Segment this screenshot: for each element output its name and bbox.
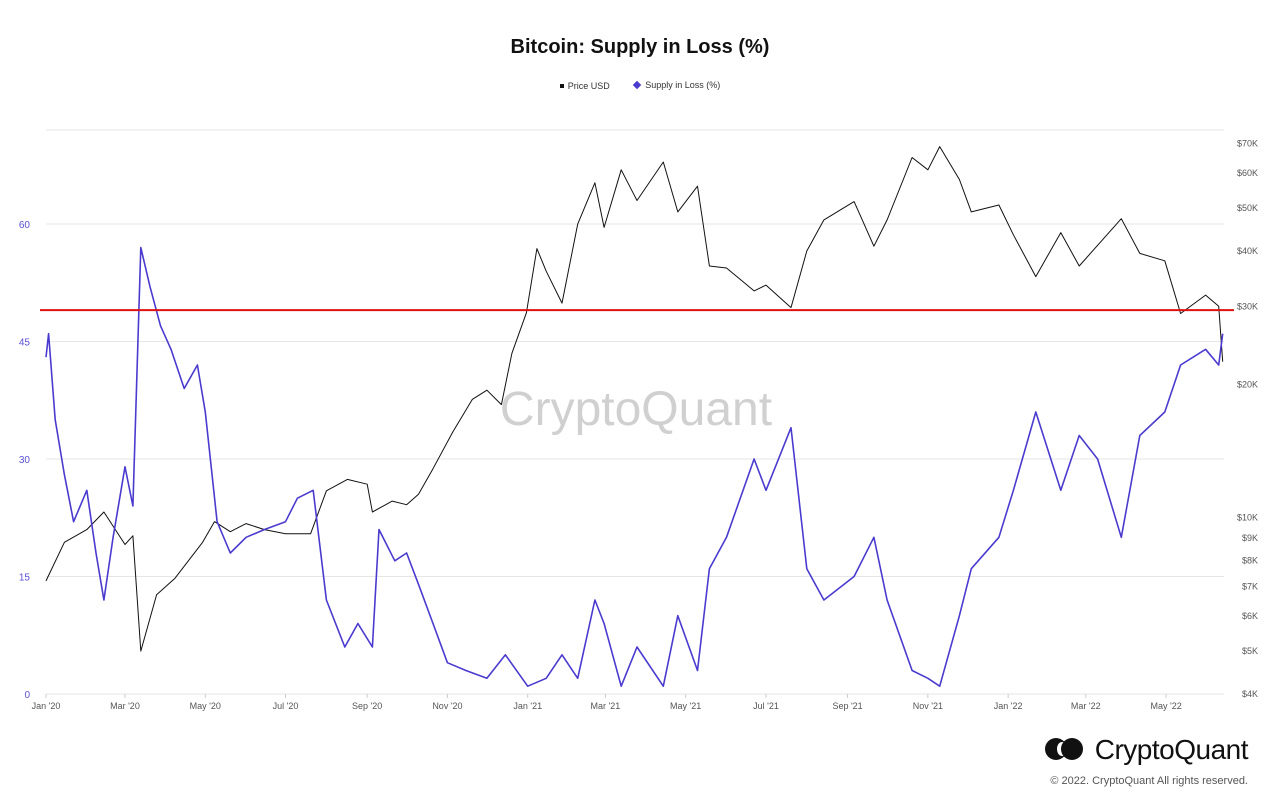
x-tick-label: May '21 [670, 701, 701, 711]
right-tick-label: $9K [1242, 533, 1258, 543]
x-tick-label: Mar '21 [591, 701, 621, 711]
series-line-supply-in-loss [45, 246, 1224, 687]
x-tick-label: Nov '21 [913, 701, 943, 711]
x-tick-label: May '20 [190, 701, 221, 711]
x-tick-label: Mar '22 [1071, 701, 1101, 711]
right-tick-label: $6K [1242, 611, 1258, 621]
right-tick-label: $40K [1237, 246, 1258, 256]
left-tick-label: 0 [24, 690, 30, 701]
legend-label-price: Price USD [567, 81, 610, 91]
right-axis: $4K $5K $6K $7K $8K $9K $10K $20K $30K $40K $50K $6… [1237, 138, 1258, 699]
x-tick-label: Jan '20 [32, 701, 61, 711]
legend-item-price[interactable]: Price USD [559, 81, 610, 91]
right-tick-label: $4K [1242, 689, 1258, 699]
left-axis: 0 15 30 45 60 [19, 220, 31, 701]
right-tick-label: $10K [1237, 513, 1258, 523]
x-tick-label: May '22 [1150, 701, 1181, 711]
legend-item-supply-in-loss[interactable]: Supply in Loss (%) [632, 80, 721, 90]
x-tick-label: Sep '21 [832, 701, 862, 711]
chart-title: Bitcoin: Supply in Loss (%) [510, 36, 770, 58]
right-tick-label: $60K [1237, 168, 1258, 178]
x-tick-label: Jul '21 [753, 701, 779, 711]
left-tick-label: 15 [19, 573, 31, 584]
legend-marker-price [559, 84, 564, 88]
left-tick-label: 45 [19, 338, 31, 349]
chart-legend: Price USD Supply in Loss (%) [0, 80, 1280, 91]
x-tick-label: Jan '22 [994, 701, 1023, 711]
grid-lines [46, 129, 1224, 695]
left-tick-label: 60 [19, 220, 31, 231]
brand-name: CryptoQuant [1094, 734, 1249, 765]
legend-label-supply-in-loss: Supply in Loss (%) [645, 80, 721, 90]
right-tick-label: $20K [1237, 379, 1258, 389]
x-tick-label: Nov '20 [432, 701, 462, 711]
right-tick-label: $30K [1237, 301, 1258, 311]
right-tick-label: $8K [1242, 556, 1258, 566]
right-tick-label: $50K [1237, 203, 1258, 213]
copyright-notice: © 2022. CryptoQuant All rights reserved. [1050, 775, 1248, 787]
right-tick-label: $5K [1242, 646, 1258, 656]
left-tick-label: 30 [19, 455, 31, 466]
right-tick-label: $70K [1237, 138, 1258, 148]
x-tick-label: Sep '20 [352, 701, 382, 711]
x-tick-label: Jul '20 [273, 701, 299, 711]
x-tick-label: Mar '20 [110, 701, 140, 711]
right-tick-label: $7K [1242, 581, 1258, 591]
brand-logo-block: CryptoQuant [1044, 734, 1249, 766]
cryptoquant-logo-icon [1044, 736, 1087, 764]
x-axis: Jan '20 Mar '20 May '20 Jul '20 Sep '20 Nov '… [32, 694, 1182, 711]
series-line-price-usd [45, 146, 1224, 652]
watermark: CryptoQuant [500, 383, 772, 436]
series-layer [45, 146, 1224, 687]
x-tick-label: Jan '21 [513, 701, 542, 711]
